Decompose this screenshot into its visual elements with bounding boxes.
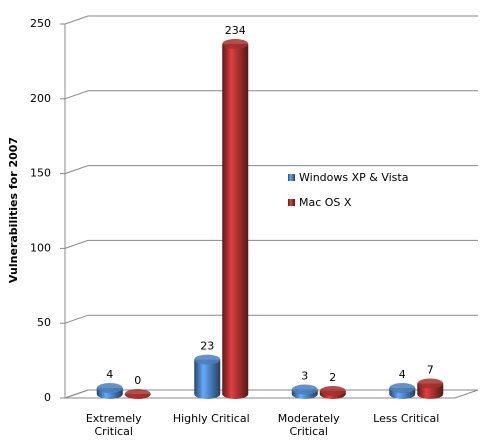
value-label: 23	[200, 340, 214, 353]
y-tick-label: 150	[30, 167, 51, 180]
bar-top	[417, 378, 444, 389]
bar	[389, 383, 416, 399]
grid-line	[64, 15, 478, 25]
bar	[96, 383, 123, 399]
bar-top	[291, 384, 318, 395]
value-label: 2	[329, 371, 336, 384]
grid-line	[64, 239, 478, 249]
bar-top	[124, 389, 151, 399]
value-label: 4	[399, 368, 406, 381]
grid-line	[64, 90, 478, 100]
bar	[417, 378, 444, 399]
x-tick-label: Less Critical	[373, 412, 440, 425]
y-tick-label: 0	[44, 391, 51, 404]
bar-top	[194, 354, 221, 365]
y-axis-label: Vulnerabilities for 2007	[7, 137, 20, 283]
legend-label: Windows XP & Vista	[299, 171, 408, 184]
legend-label: Mac OS X	[299, 196, 352, 209]
bar	[319, 386, 346, 399]
bar	[124, 389, 151, 399]
value-label: 7	[427, 364, 434, 377]
legend-swatch	[288, 174, 295, 181]
legend-swatch	[288, 199, 295, 206]
bar	[194, 354, 221, 399]
x-tick-label: Highly Critical	[172, 412, 250, 425]
x-tick-label: Extremely Critical	[85, 412, 142, 438]
y-tick-label: 200	[30, 92, 51, 105]
value-label: 4	[106, 368, 113, 381]
value-label: 3	[301, 370, 308, 383]
value-label: 0	[134, 374, 141, 387]
bar	[291, 384, 318, 399]
y-tick-label: 100	[30, 241, 51, 254]
bar-body	[194, 359, 221, 399]
y-tick-label: 50	[37, 316, 51, 329]
bar-body	[222, 43, 249, 399]
x-tick-label: Moderately Critical	[277, 412, 340, 438]
grid-line	[64, 165, 478, 175]
bar-top	[389, 383, 416, 394]
grid-line	[64, 389, 478, 399]
bar-top	[222, 38, 249, 49]
grid-line	[64, 314, 478, 324]
bar	[222, 38, 249, 399]
value-label: 234	[225, 24, 246, 37]
y-tick-label: 250	[30, 17, 51, 30]
bar-top	[96, 383, 123, 394]
bar-top	[319, 386, 346, 397]
